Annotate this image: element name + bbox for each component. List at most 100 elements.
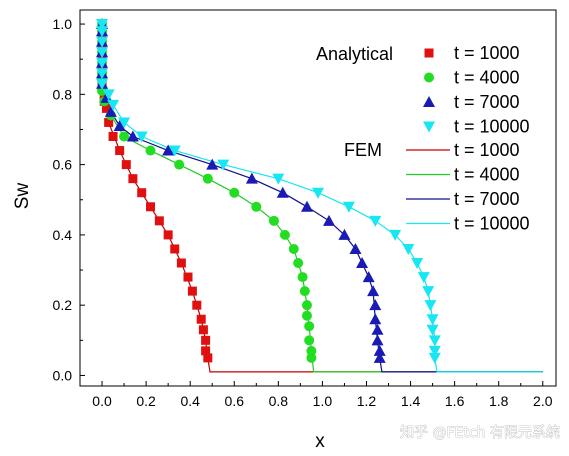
legend-label: t = 7000: [454, 92, 520, 112]
data-point: [107, 99, 120, 111]
data-point: [356, 257, 369, 269]
legend-label: t = 1000: [454, 43, 520, 63]
data-point: [192, 300, 202, 310]
x-tick-label: 1.6: [445, 393, 465, 409]
data-point: [162, 144, 175, 156]
x-tick-label: 0.6: [225, 393, 245, 409]
data-point: [206, 158, 219, 170]
legend-marker: [423, 121, 435, 133]
data-point: [176, 258, 186, 268]
data-point: [304, 321, 315, 332]
data-point: [276, 186, 289, 198]
x-tick-label: 2.0: [533, 393, 553, 409]
data-point: [428, 345, 441, 357]
data-point: [229, 187, 240, 198]
data-point: [349, 242, 362, 254]
x-tick-label: 0.2: [136, 393, 156, 409]
data-point: [362, 271, 375, 283]
legend-label: t = 7000: [454, 189, 520, 209]
data-point: [268, 215, 279, 226]
legend-label: t = 4000: [454, 68, 520, 88]
x-tick-label: 1.2: [357, 393, 377, 409]
data-point: [338, 228, 351, 240]
x-tick-label: 0.0: [92, 393, 112, 409]
data-point: [424, 300, 437, 312]
data-point: [96, 57, 109, 69]
data-point: [306, 345, 317, 356]
x-tick-label: 0.4: [180, 393, 200, 409]
data-point: [369, 313, 382, 325]
data-point: [272, 173, 285, 185]
data-point: [422, 286, 435, 298]
axes: 0.0 0.2 0.4 0.6 0.8 1.0 1.2 1.4 1.6 1.8 2.0 0.0 0.2 0…: [53, 16, 553, 409]
data-point: [96, 19, 109, 31]
x-tick-label: 0.8: [269, 393, 289, 409]
legend-marker: [424, 48, 434, 58]
data-point: [373, 344, 386, 356]
data-point: [183, 272, 193, 282]
data-point: [251, 201, 262, 212]
plot-frame: [79, 9, 557, 387]
y-tick-label: 0.4: [53, 227, 73, 243]
data-point: [170, 244, 180, 254]
data-point: [163, 230, 173, 240]
data-point: [146, 202, 156, 212]
data-point: [104, 117, 114, 127]
data-point: [428, 352, 441, 364]
data-point: [402, 243, 415, 255]
data-point: [373, 351, 386, 363]
data-point: [201, 346, 211, 356]
data-point: [369, 299, 382, 311]
data-point: [108, 132, 118, 142]
legend-marker: [424, 72, 434, 83]
analytical-series-10000: [96, 19, 441, 364]
y-tick-label: 0.2: [53, 297, 73, 313]
analytical-markers: [96, 18, 441, 364]
y-tick-label: 0.8: [53, 86, 73, 102]
data-point: [293, 258, 304, 269]
data-point: [428, 335, 441, 347]
data-point: [279, 229, 290, 240]
data-point: [304, 335, 315, 346]
y-tick-label: 0.6: [53, 157, 73, 173]
data-point: [119, 131, 130, 142]
data-point: [196, 314, 206, 324]
data-point: [371, 323, 384, 335]
data-point: [115, 146, 125, 156]
data-point: [300, 200, 313, 212]
data-point: [102, 89, 115, 101]
legend-group-analytical: Analytical: [316, 44, 393, 64]
data-point: [389, 229, 402, 241]
data-point: [96, 47, 109, 59]
data-point: [371, 334, 384, 346]
data-point: [121, 160, 131, 170]
data-point: [126, 130, 139, 142]
data-point: [198, 325, 208, 335]
data-point: [96, 26, 109, 38]
data-point: [299, 286, 310, 297]
data-point: [104, 105, 117, 117]
data-point: [174, 159, 185, 170]
data-point: [128, 174, 138, 184]
data-point: [301, 300, 312, 311]
analytical-series-1000: [97, 19, 213, 363]
x-tick-label: 1.0: [313, 393, 333, 409]
data-point: [118, 117, 131, 129]
data-point: [417, 272, 430, 284]
x-tick-label: 1.8: [489, 393, 509, 409]
data-point: [96, 68, 109, 80]
data-point: [96, 78, 109, 90]
data-point: [369, 215, 382, 227]
data-point: [297, 272, 308, 283]
data-point: [154, 216, 164, 226]
data-point: [323, 214, 336, 226]
data-point: [342, 201, 355, 213]
y-tick-label: 1.0: [53, 16, 73, 32]
x-axis-title: x: [315, 431, 325, 452]
data-point: [201, 335, 211, 345]
legend-marker: [423, 96, 435, 107]
y-tick-label: 0.0: [53, 367, 73, 383]
x-tick-label: 1.4: [401, 393, 421, 409]
data-point: [245, 172, 258, 184]
